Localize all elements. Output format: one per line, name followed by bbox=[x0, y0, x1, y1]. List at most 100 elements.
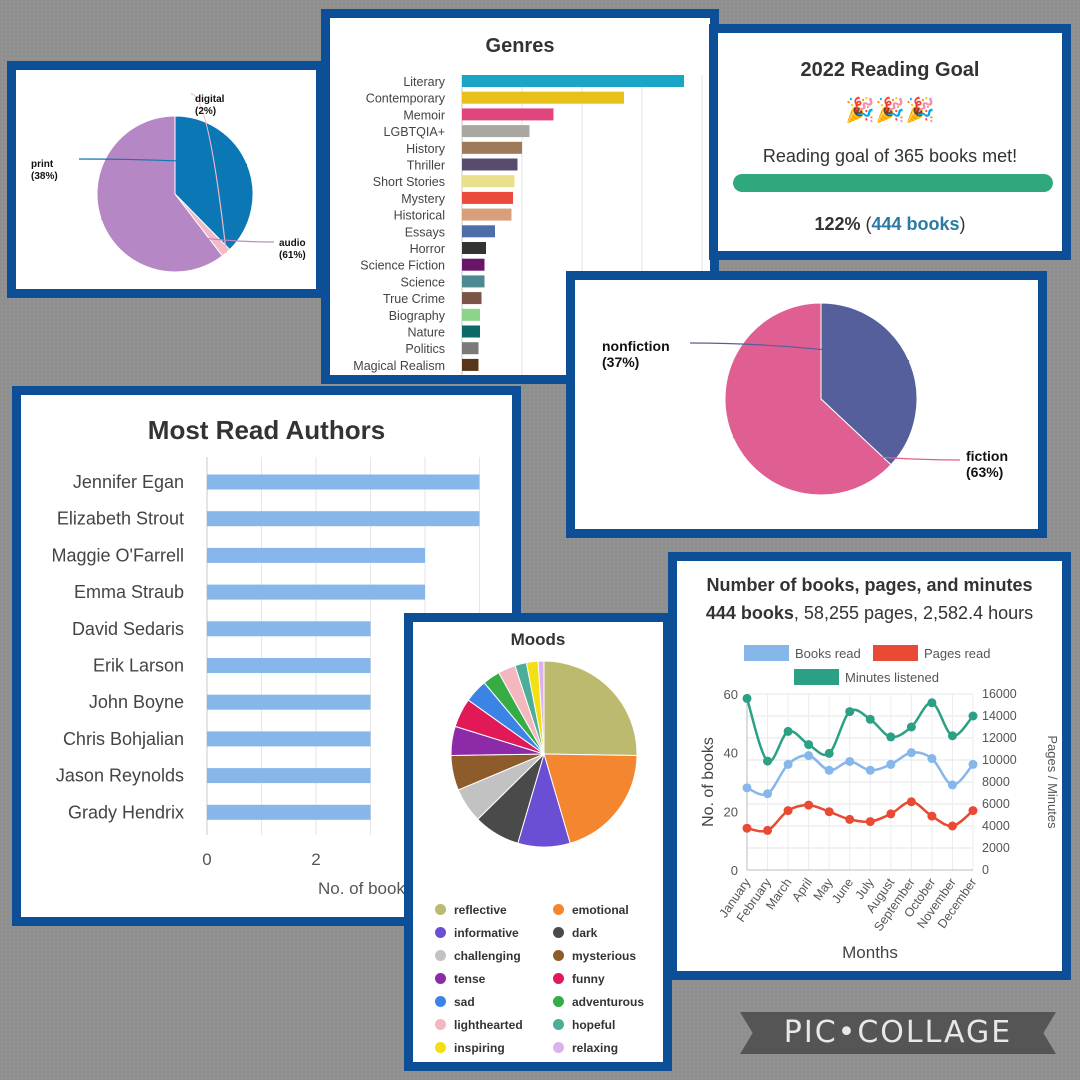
moods-legend-swatch bbox=[553, 996, 564, 1007]
genres-bar-mystery bbox=[462, 191, 513, 204]
timeline-y2tick-2000: 2000 bbox=[982, 841, 1010, 855]
moods-legend-item-dark: dark bbox=[553, 926, 597, 940]
authors-bar-john-boyne bbox=[207, 694, 371, 710]
authors-bar-david-sedaris bbox=[207, 621, 371, 637]
moods-legend-swatch bbox=[553, 927, 564, 938]
formats-value-print: (38%) bbox=[31, 171, 58, 182]
goal-progress-fill bbox=[733, 174, 1053, 192]
moods-legend-label: informative bbox=[454, 926, 519, 940]
authors-tick-jennifer-egan: Jennifer Egan bbox=[73, 472, 184, 492]
timeline-y2tick-16000: 16000 bbox=[982, 687, 1017, 701]
timeline-point-pages-read-september bbox=[906, 797, 916, 807]
genres-bar-literary bbox=[462, 75, 684, 87]
goal-message: Reading goal of 365 books met! bbox=[762, 146, 1018, 166]
genres-bar-lgbtqia bbox=[462, 125, 530, 138]
timeline-y2tick-8000: 8000 bbox=[982, 775, 1010, 789]
fiction-label-fiction: fiction bbox=[966, 448, 1008, 464]
timeline-line-pages-read bbox=[746, 800, 974, 833]
moods-legend-swatch bbox=[435, 950, 446, 961]
timeline-totals: , 58,255 pages, 2,582.4 hours bbox=[793, 603, 1034, 623]
genres-bar-history bbox=[462, 141, 522, 154]
timeline-point-pages-read-march bbox=[783, 806, 793, 816]
timeline-point-books-read-september bbox=[906, 748, 916, 758]
fiction-slice-nonfiction bbox=[820, 302, 918, 466]
genres-bar-biography bbox=[462, 308, 480, 321]
moods-legend-swatch bbox=[435, 973, 446, 984]
timeline-legend-swatch-minutes-listened bbox=[794, 669, 839, 685]
genres-bar-crime bbox=[462, 376, 479, 384]
genres-bar-magical-realism bbox=[462, 358, 479, 371]
formats-value-digital: (2%) bbox=[195, 106, 216, 117]
celebration-icon: 🎉🎉🎉 bbox=[845, 97, 935, 124]
moods-legend-swatch bbox=[553, 950, 564, 961]
goal-books-link[interactable]: 444 books bbox=[871, 214, 960, 234]
formats-value-audio: (61%) bbox=[279, 250, 306, 261]
authors-tick-erik-larson: Erik Larson bbox=[93, 656, 184, 676]
timeline-point-minutes-listened-april bbox=[804, 740, 814, 750]
genres-tick-memoir: Memoir bbox=[403, 108, 445, 122]
genres-bar-chart: Literary Contemporary Memoir LGBTQIA+ Histor… bbox=[353, 75, 703, 375]
timeline-ytick-60: 60 bbox=[724, 687, 738, 702]
moods-legend-swatch bbox=[553, 904, 564, 915]
formats-label-print: print bbox=[31, 159, 54, 170]
moods-legend-swatch bbox=[553, 973, 564, 984]
formats-card: print (38%) digital (2%) audio (61%) bbox=[7, 61, 325, 298]
moods-legend-item-tense: tense bbox=[435, 972, 485, 986]
moods-legend-swatch bbox=[435, 1042, 446, 1053]
moods-legend-swatch bbox=[553, 1019, 564, 1030]
timeline-point-books-read-may bbox=[824, 765, 834, 775]
timeline-point-pages-read-may bbox=[824, 807, 834, 817]
moods-legend-swatch bbox=[553, 1042, 564, 1053]
genres-tick-essays: Essays bbox=[405, 225, 445, 239]
genres-bar-science-fiction bbox=[462, 258, 485, 271]
authors-tick-elizabeth-strout: Elizabeth Strout bbox=[57, 509, 184, 529]
authors-x-axis-label: No. of books bbox=[318, 879, 413, 898]
genres-tick-true-crime: True Crime bbox=[383, 292, 445, 306]
formats-label-audio: audio bbox=[279, 238, 306, 249]
genres-bar-science bbox=[462, 275, 485, 288]
moods-card: Moods reflective emotional informative dark… bbox=[404, 613, 672, 1071]
moods-legend-item-challenging: challenging bbox=[435, 949, 521, 963]
goal-title: 2022 Reading Goal bbox=[800, 59, 980, 81]
genres-tick-nature: Nature bbox=[407, 326, 445, 340]
moods-legend-label: tense bbox=[454, 972, 486, 986]
timeline-y2tick-14000: 14000 bbox=[982, 709, 1017, 723]
genres-tick-historical: Historical bbox=[394, 209, 445, 223]
authors-bar-emma-straub bbox=[207, 584, 425, 600]
authors-tick-grady-hendrix: Grady Hendrix bbox=[68, 802, 184, 822]
timeline-point-minutes-listened-february bbox=[763, 756, 773, 766]
moods-legend-swatch bbox=[435, 996, 446, 1007]
timeline-point-minutes-listened-october bbox=[927, 698, 937, 708]
moods-legend-label: inspiring bbox=[454, 1041, 505, 1055]
timeline-ytick-0: 0 bbox=[731, 863, 738, 878]
timeline-card: Number of books, pages, and minutes 444 … bbox=[668, 552, 1071, 980]
timeline-point-pages-read-april bbox=[804, 800, 814, 810]
genres-tick-politics: Politics bbox=[405, 342, 445, 356]
fiction-card: nonfiction (37%) fiction (63%) bbox=[566, 271, 1047, 538]
timeline-line-books-read bbox=[746, 751, 974, 796]
reading-goal-card: 2022 Reading Goal 🎉🎉🎉 Reading goal of 36… bbox=[709, 24, 1071, 260]
moods-pie-chart bbox=[450, 660, 638, 848]
genres-bar-short-stories bbox=[462, 175, 515, 188]
genres-tick-horror: Horror bbox=[410, 242, 445, 256]
timeline-point-pages-read-july bbox=[865, 817, 875, 827]
moods-legend-item-inspiring: inspiring bbox=[435, 1041, 505, 1055]
timeline-point-minutes-listened-september bbox=[906, 722, 916, 732]
formats-label-digital: digital bbox=[195, 94, 225, 105]
timeline-legend-label-books-read: Books read bbox=[795, 646, 861, 661]
authors-bar-grady-hendrix bbox=[207, 804, 371, 820]
timeline-y2tick-10000: 10000 bbox=[982, 753, 1017, 767]
authors-bar-maggie-o-farrell bbox=[207, 547, 425, 563]
authors-bar-chart: Jennifer Egan Elizabeth Strout Maggie O'Fa… bbox=[52, 457, 480, 898]
genres-bar-historical bbox=[462, 208, 512, 221]
formats-leader-audio bbox=[100, 218, 275, 243]
timeline-point-books-read-august bbox=[886, 759, 896, 769]
genres-tick-lgbtqia: LGBTQIA+ bbox=[384, 125, 445, 139]
timeline-point-books-read-july bbox=[865, 765, 875, 775]
timeline-ytick-20: 20 bbox=[724, 804, 738, 819]
authors-bar-jennifer-egan bbox=[207, 474, 480, 490]
moods-legend-item-lighthearted: lighthearted bbox=[435, 1018, 523, 1032]
genres-tick-short-stories: Short Stories bbox=[373, 175, 445, 189]
fiction-leader-nonfiction bbox=[689, 342, 910, 362]
formats-leader-digital bbox=[190, 93, 227, 253]
